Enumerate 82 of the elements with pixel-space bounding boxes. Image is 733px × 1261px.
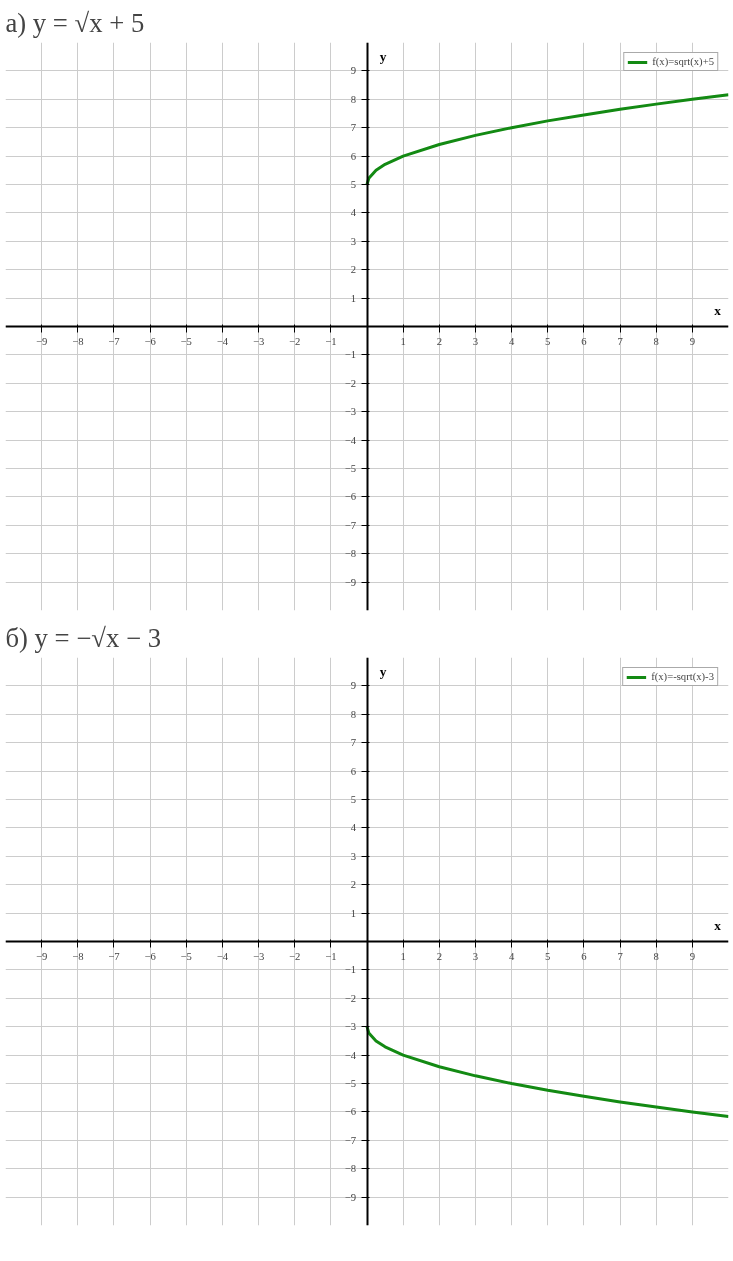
x-tick-label: −9 [35, 335, 48, 347]
x-tick-label: 2 [436, 950, 442, 962]
x-tick-label: −1 [325, 335, 337, 347]
x-tick-label: −4 [216, 950, 229, 962]
y-tick-label: −7 [344, 1134, 357, 1146]
x-tick-label: 2 [436, 335, 442, 347]
y-tick-label: −1 [344, 964, 357, 976]
x-tick-label: −3 [252, 950, 265, 962]
y-tick-label: 6 [350, 150, 357, 162]
x-tick-label: 6 [581, 950, 588, 962]
y-tick-label: 1 [350, 907, 356, 919]
x-axis-title: x [714, 917, 722, 933]
y-tick-label: 8 [350, 93, 356, 105]
y-tick-label: 4 [350, 822, 357, 834]
x-tick-label: −6 [144, 335, 157, 347]
x-tick-label: −8 [72, 950, 84, 962]
y-tick-label: 3 [350, 235, 356, 247]
y-tick-label: −5 [344, 1078, 357, 1089]
y-tick-label: 9 [350, 680, 356, 692]
x-tick-label: −2 [289, 335, 301, 347]
legend-label: f(x)=sqrt(x)+5 [652, 56, 714, 67]
y-tick-label: 4 [350, 207, 357, 219]
x-tick-label: 1 [400, 335, 406, 347]
chart-title: б) y = −√x − 3 [5, 622, 161, 653]
y-tick-label: −9 [344, 1191, 357, 1203]
x-tick-label: −5 [180, 335, 192, 347]
x-tick-label: −6 [144, 950, 157, 962]
y-tick-label: −6 [344, 1106, 357, 1118]
y-axis-title: y [379, 49, 387, 65]
x-tick-label: 5 [545, 335, 551, 347]
legend-label: f(x)=-sqrt(x)-3 [651, 671, 714, 682]
x-tick-label: 3 [472, 335, 479, 347]
y-tick-label: −2 [344, 377, 357, 389]
x-tick-label: −7 [108, 950, 121, 962]
x-tick-label: −3 [252, 335, 265, 347]
y-tick-label: −9 [344, 576, 357, 588]
line-series [365, 93, 729, 186]
y-tick-label: −8 [344, 548, 357, 560]
y-tick-label: 5 [350, 794, 356, 805]
x-tick-label: 5 [545, 950, 551, 962]
x-axis-title: x [714, 302, 722, 318]
y-tick-label: −5 [344, 463, 357, 474]
y-tick-label: 2 [350, 264, 356, 276]
y-tick-label: −2 [344, 992, 357, 1004]
x-tick-label: 1 [400, 950, 406, 962]
chart-title: а) y = √x + 5 [5, 7, 145, 38]
y-tick-label: −7 [344, 519, 357, 531]
x-tick-label: −4 [216, 335, 229, 347]
y-tick-label: −6 [344, 491, 357, 503]
y-tick-label: 8 [350, 708, 356, 720]
x-tick-label: 8 [653, 950, 659, 962]
x-tick-label: −8 [72, 335, 84, 347]
x-tick-label: −7 [108, 335, 121, 347]
y-tick-label: 7 [350, 737, 357, 749]
y-tick-label: −4 [344, 1049, 357, 1061]
x-tick-label: −9 [35, 950, 48, 962]
x-tick-label: 8 [653, 335, 659, 347]
y-tick-label: 6 [350, 765, 357, 777]
x-tick-label: 7 [617, 950, 624, 962]
y-tick-label: 7 [350, 122, 357, 134]
x-tick-label: 9 [689, 950, 696, 962]
x-tick-label: −2 [289, 950, 301, 962]
line-series [365, 1025, 729, 1118]
y-tick-label: −3 [344, 1021, 357, 1033]
y-axis-title: y [379, 664, 387, 680]
y-tick-label: 2 [350, 879, 356, 891]
y-tick-label: −8 [344, 1163, 357, 1175]
y-tick-label: 3 [350, 850, 356, 862]
y-tick-label: −1 [344, 349, 357, 361]
y-tick-label: −3 [344, 406, 357, 418]
x-tick-label: 4 [508, 335, 515, 347]
y-tick-label: 5 [350, 179, 356, 190]
x-tick-label: 9 [689, 335, 696, 347]
x-tick-label: 7 [617, 335, 624, 347]
x-tick-label: −5 [180, 950, 192, 962]
x-tick-label: 3 [472, 950, 479, 962]
x-tick-label: −1 [325, 950, 337, 962]
x-tick-label: 4 [508, 950, 515, 962]
x-tick-label: 6 [581, 335, 588, 347]
y-tick-label: 9 [350, 65, 356, 77]
y-tick-label: −4 [344, 434, 357, 446]
y-tick-label: 1 [350, 292, 356, 304]
